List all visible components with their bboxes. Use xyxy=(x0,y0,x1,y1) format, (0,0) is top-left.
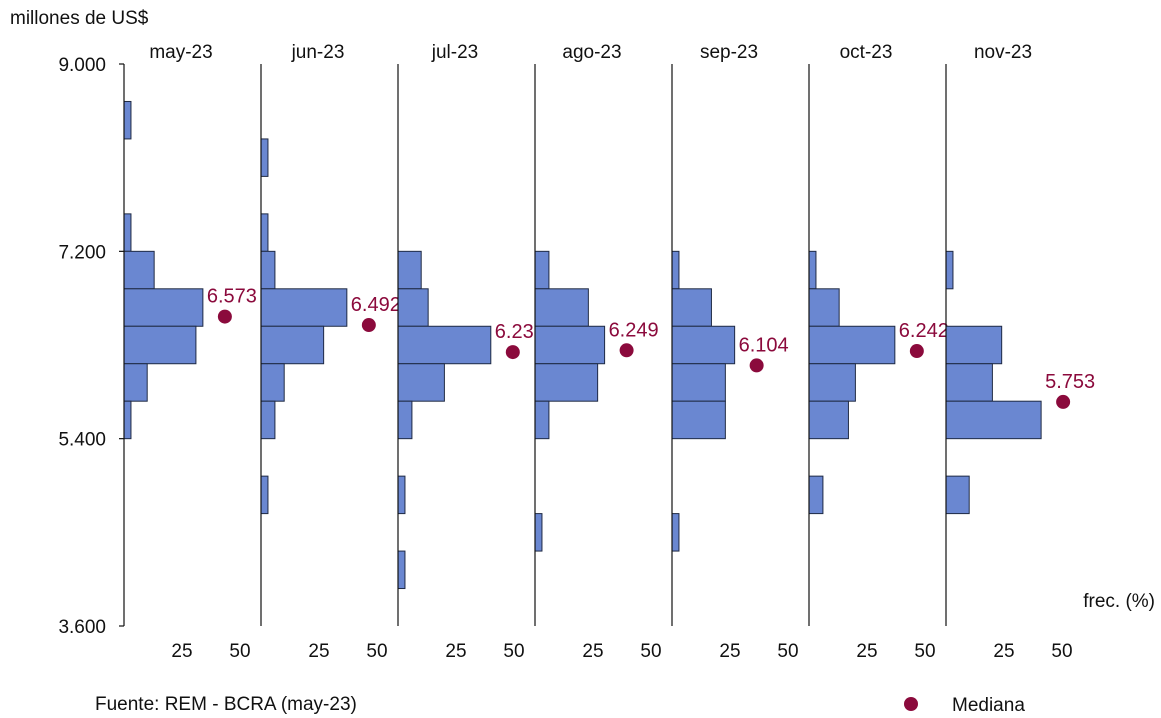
histogram-bar xyxy=(260,288,348,327)
histogram-bar xyxy=(123,400,132,440)
panel-may-23: may-23 25 50 6.573 xyxy=(119,42,257,662)
histogram-bar xyxy=(534,288,589,327)
histogram-bar xyxy=(260,213,269,252)
histogram-bar xyxy=(123,288,204,327)
median-label: 6.104 xyxy=(739,334,789,356)
panel-oct-23: oct-23 25 50 6.242 xyxy=(808,42,949,662)
panel-title: may-23 xyxy=(149,42,212,63)
histogram-bar xyxy=(945,325,1003,365)
histogram-bar xyxy=(397,550,406,590)
legend-median-marker xyxy=(904,697,918,711)
x-tick-label: 25 xyxy=(171,641,192,662)
median-marker xyxy=(505,345,520,360)
histogram-bar xyxy=(123,100,132,140)
y-tick-label: 3.600 xyxy=(58,617,106,638)
histogram-bar xyxy=(808,250,817,290)
histogram-bar xyxy=(397,325,492,365)
histogram-bar xyxy=(671,250,680,290)
median-marker xyxy=(1056,394,1071,409)
y-tick-label: 5.400 xyxy=(58,430,106,451)
x-tick-label: 50 xyxy=(503,641,524,662)
histogram-bar xyxy=(671,325,736,365)
panels: may-23 25 50 6.573 jun-23 25 50 6.492 jul-23 25 50… xyxy=(119,42,1095,662)
x-tick-label: 25 xyxy=(445,641,466,662)
median-label: 6.573 xyxy=(207,286,257,308)
legend-median-label: Mediana xyxy=(952,695,1025,716)
x-tick-label: 50 xyxy=(640,641,661,662)
histogram-bar xyxy=(808,475,824,515)
y-tick-label: 9.000 xyxy=(58,55,106,76)
x-tick-label: 50 xyxy=(914,641,935,662)
x-tick-label: 50 xyxy=(366,641,387,662)
x-tick-label: 25 xyxy=(993,641,1014,662)
panel-title: nov-23 xyxy=(974,42,1032,63)
histogram-bar xyxy=(534,400,550,440)
histogram-bar xyxy=(260,138,269,177)
x-tick-label: 25 xyxy=(308,641,329,662)
x-unit-label: frec. (%) xyxy=(1083,591,1155,612)
histogram-bar xyxy=(945,363,993,402)
histogram-bar xyxy=(534,250,550,290)
source-note: Fuente: REM - BCRA (may-23) xyxy=(95,694,357,715)
median-marker xyxy=(749,358,764,373)
panel-jun-23: jun-23 25 50 6.492 xyxy=(260,42,401,662)
panel-title: sep-23 xyxy=(700,42,758,63)
x-tick-label: 50 xyxy=(229,641,250,662)
y-unit-label: millones de US$ xyxy=(10,8,149,29)
histogram-bar xyxy=(397,363,445,402)
histogram-bar xyxy=(945,250,954,290)
panel-nov-23: nov-23 25 50 5.753 xyxy=(945,42,1095,662)
histogram-bar xyxy=(260,325,325,365)
histogram-bar xyxy=(260,250,276,290)
panel-ago-23: ago-23 25 50 6.249 xyxy=(534,42,662,662)
histogram-bar xyxy=(808,325,896,365)
median-label: 6.242 xyxy=(899,320,949,342)
y-axis: 9.000 7.200 5.400 3.600 xyxy=(58,55,106,638)
histogram-bar xyxy=(534,325,606,365)
histogram-bar xyxy=(808,288,840,327)
x-tick-label: 50 xyxy=(777,641,798,662)
panel-sep-23: sep-23 25 50 6.104 xyxy=(671,42,799,662)
histogram-bar xyxy=(534,363,599,402)
x-tick-label: 25 xyxy=(856,641,877,662)
histogram-bar xyxy=(260,475,269,515)
x-tick-label: 50 xyxy=(1051,641,1072,662)
median-marker xyxy=(619,343,634,358)
histogram-bar xyxy=(671,513,680,552)
y-tick-label: 7.200 xyxy=(58,242,106,263)
median-label: 6.492 xyxy=(351,294,401,316)
histogram-bar xyxy=(397,288,429,327)
panel-title: jul-23 xyxy=(431,42,478,63)
histogram-bar xyxy=(671,400,726,440)
histogram-bar xyxy=(260,363,285,402)
histogram-bar xyxy=(671,363,726,402)
median-marker xyxy=(909,344,924,359)
histogram-bar xyxy=(808,400,849,440)
x-tick-label: 25 xyxy=(719,641,740,662)
histogram-bar xyxy=(671,288,712,327)
panel-title: oct-23 xyxy=(840,42,893,63)
histogram-bar xyxy=(945,400,1042,440)
panel-jul-23: jul-23 25 50 6.232 xyxy=(397,42,545,662)
histogram-bar xyxy=(123,363,148,402)
median-label: 5.753 xyxy=(1045,371,1095,393)
histogram-bar xyxy=(397,475,406,515)
median-label: 6.249 xyxy=(609,319,659,341)
histogram-bar xyxy=(123,213,132,252)
panel-title: ago-23 xyxy=(562,42,621,63)
median-label: 6.232 xyxy=(495,321,545,343)
histogram-bar xyxy=(397,250,422,290)
histogram-bar xyxy=(123,250,155,290)
histogram-bar xyxy=(534,513,543,552)
median-marker xyxy=(361,318,376,333)
histogram-bar xyxy=(123,325,197,365)
histogram-bar xyxy=(945,475,970,515)
histogram-bar xyxy=(397,400,413,440)
histogram-bar xyxy=(260,400,276,440)
histogram-bar xyxy=(808,363,856,402)
x-tick-label: 25 xyxy=(582,641,603,662)
panel-title: jun-23 xyxy=(291,42,345,63)
median-marker xyxy=(217,309,232,324)
